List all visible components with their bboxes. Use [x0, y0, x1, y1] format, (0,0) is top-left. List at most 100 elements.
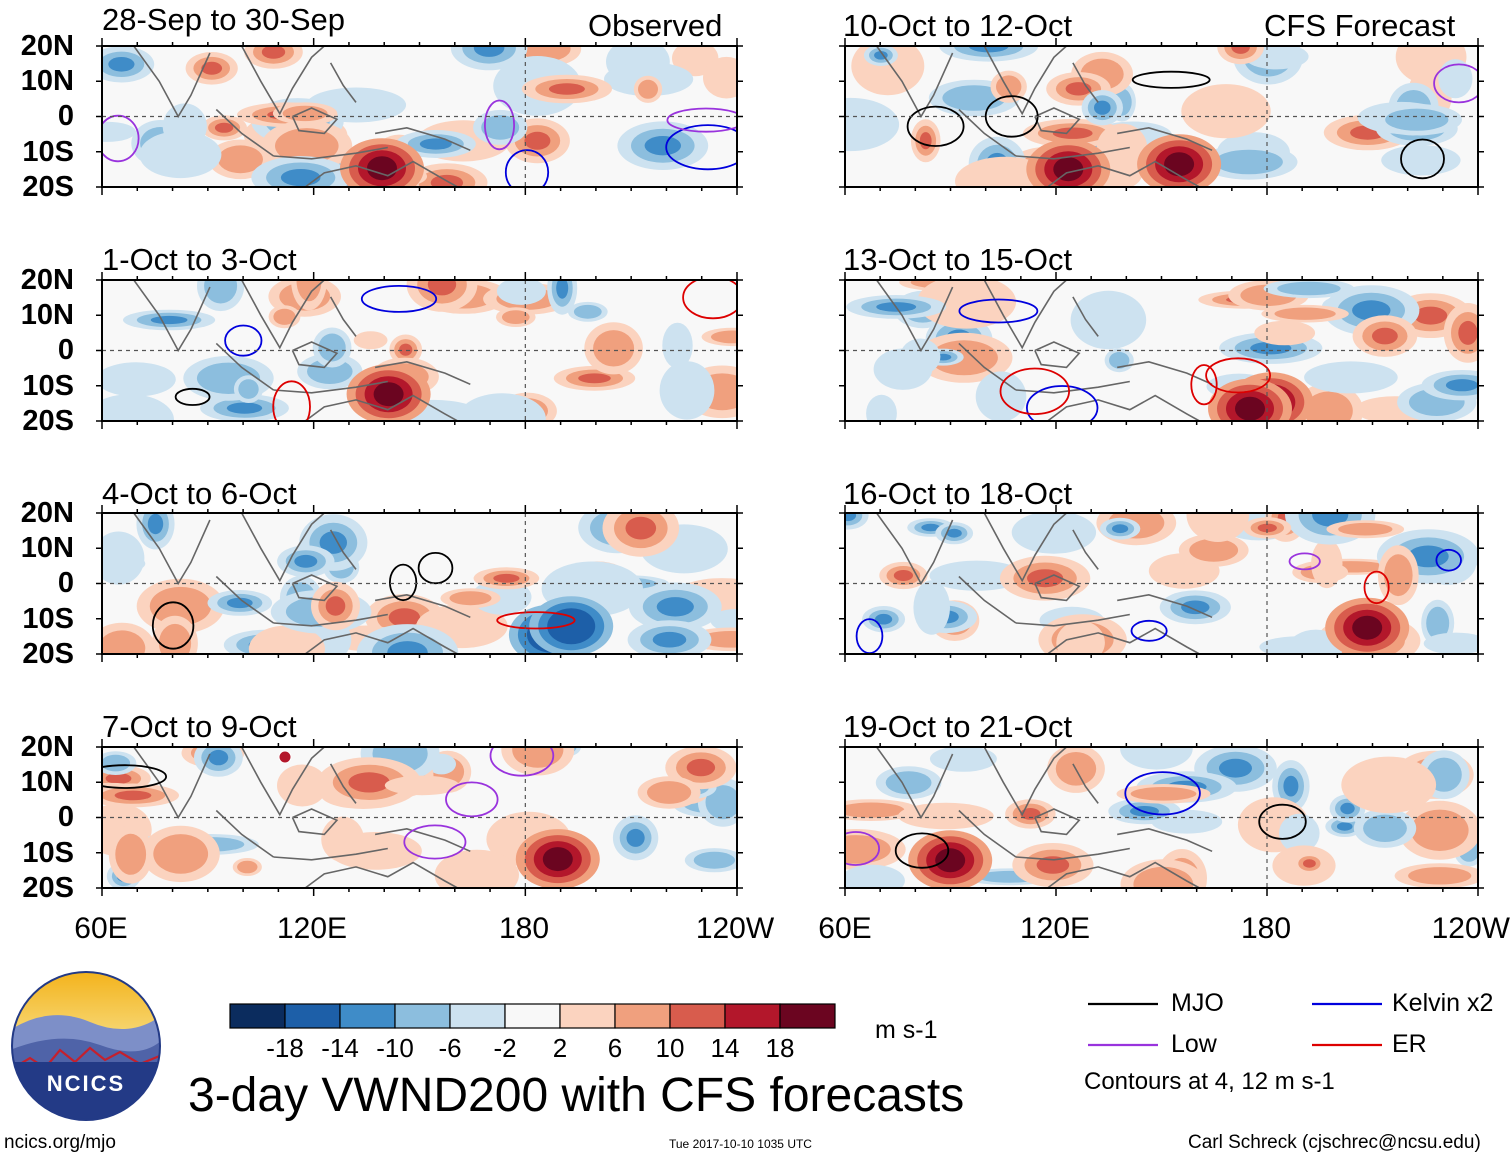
anomaly-cell: [226, 402, 263, 414]
coastline-segment: [1034, 808, 1081, 836]
coastline-segment: [1047, 861, 1200, 888]
y-tick-label: 10S: [22, 603, 74, 635]
anomaly-cell: [1340, 802, 1355, 815]
wave-contour: [1288, 552, 1321, 571]
colorbar-swatch: [394, 1003, 451, 1029]
logo-ring: [11, 971, 161, 1121]
anomaly-cell: [419, 138, 452, 150]
coastline-segment: [983, 513, 1068, 583]
anomaly-cell: [1133, 866, 1194, 888]
anomaly-cell: [208, 749, 229, 766]
anomaly-cell: [593, 330, 635, 367]
anomaly-cell: [1408, 867, 1472, 885]
anomaly-cell: [1423, 632, 1478, 654]
column-title-forecast: CFS Forecast: [1264, 8, 1456, 43]
coastline-segment: [1072, 529, 1099, 570]
anomaly-cell: [1311, 539, 1343, 589]
anomaly-cell: [1011, 513, 1097, 554]
wave-contour: [665, 124, 737, 171]
coastline-segment: [1015, 380, 1130, 394]
panel-title-obs-1: 28-Sep to 30-Sep: [102, 2, 346, 37]
wave-contour: [1205, 357, 1271, 394]
wave-contour: [906, 105, 965, 147]
anomaly-cell: [273, 308, 296, 325]
anomaly-cell: [1426, 606, 1450, 640]
coastline-segment: [304, 861, 458, 888]
anomaly-cell: [481, 115, 520, 140]
colorbar-swatch: [504, 1003, 561, 1029]
coastline-segment: [291, 574, 339, 602]
anomaly-cell: [1094, 100, 1111, 115]
anomaly-cell: [556, 280, 569, 299]
anomaly-cell: [318, 333, 346, 362]
anomaly-cell: [261, 46, 286, 59]
anomaly-cell: [705, 785, 737, 820]
coastline-segment: [215, 108, 274, 157]
coastline-segment: [240, 280, 325, 350]
panel-ticks: [96, 272, 743, 429]
wave-contour: [1026, 385, 1099, 421]
ncics-logo: [11, 971, 161, 1121]
anomaly-cell: [150, 315, 188, 325]
storm-marker: [278, 750, 292, 764]
anomaly-cell: [1304, 391, 1353, 421]
anomaly-core: [1164, 152, 1195, 177]
coastline-segment: [1015, 847, 1130, 861]
anomaly-cell: [1274, 307, 1336, 320]
x-tick-label: 180: [1240, 912, 1292, 945]
coastline-segment: [1047, 160, 1200, 187]
anomaly-cell: [458, 393, 546, 421]
x-tick-label: 120E: [276, 912, 348, 945]
coastline-segment: [374, 126, 471, 152]
panel-5: [839, 38, 1484, 195]
coastline-segment: [1072, 296, 1099, 337]
anomaly-cell: [656, 597, 694, 617]
anomaly-cell: [102, 394, 174, 421]
anomaly-cell: [644, 136, 681, 156]
anomaly-cell: [1109, 352, 1130, 369]
anomaly-cell: [493, 573, 520, 583]
wave-contour: [1130, 619, 1168, 642]
x-tick-label: 120W: [695, 912, 775, 945]
anomaly-cell: [275, 128, 339, 164]
colorbar-swatch: [284, 1003, 341, 1029]
anomaly-cell: [1445, 379, 1478, 392]
anomaly-cell: [638, 79, 658, 99]
y-tick-label: 10N: [20, 299, 74, 331]
wave-contour: [445, 781, 499, 818]
anomaly-cell: [1181, 600, 1210, 615]
legend: [1088, 1002, 1382, 1047]
wave-contour: [360, 284, 438, 313]
colorbar-tick-label: 18: [765, 1033, 795, 1063]
y-tick-label: 20S: [22, 872, 74, 904]
anomaly-cell: [921, 523, 941, 532]
anomaly-cell: [1381, 145, 1461, 176]
anomaly-cell: [1189, 538, 1239, 562]
anomaly-cell: [238, 379, 259, 399]
anomaly-cell: [434, 849, 519, 888]
anomaly-core: [373, 382, 404, 407]
anomaly-cell: [108, 57, 135, 72]
wave-contour: [1400, 138, 1445, 180]
coastline-segment: [1117, 360, 1213, 386]
anomaly-cell: [1257, 523, 1277, 533]
coastline: [133, 747, 471, 888]
colorbar-units: m s-1: [875, 1016, 938, 1044]
coastline-segment: [1072, 763, 1099, 804]
coastline-segment: [374, 360, 471, 386]
column-title-observed: Observed: [588, 8, 723, 43]
anomaly-cell: [524, 131, 551, 150]
anomaly-cell: [248, 625, 325, 654]
panel-ticks: [839, 739, 1484, 896]
colorbar-swatch: [669, 1003, 726, 1029]
y-tick-label: 10S: [22, 136, 74, 168]
colorbar-swatch: [559, 1003, 616, 1029]
anomaly-cell: [1096, 123, 1148, 172]
coastline-segment: [1117, 126, 1213, 152]
colorbar-tick-label: -14: [321, 1033, 359, 1063]
anomaly-cell: [647, 781, 692, 804]
legend-label-mjo: MJO: [1171, 989, 1224, 1017]
anomaly-cell: [946, 528, 962, 538]
anomaly-cell: [1458, 320, 1478, 345]
coastline-segment: [983, 280, 1068, 350]
